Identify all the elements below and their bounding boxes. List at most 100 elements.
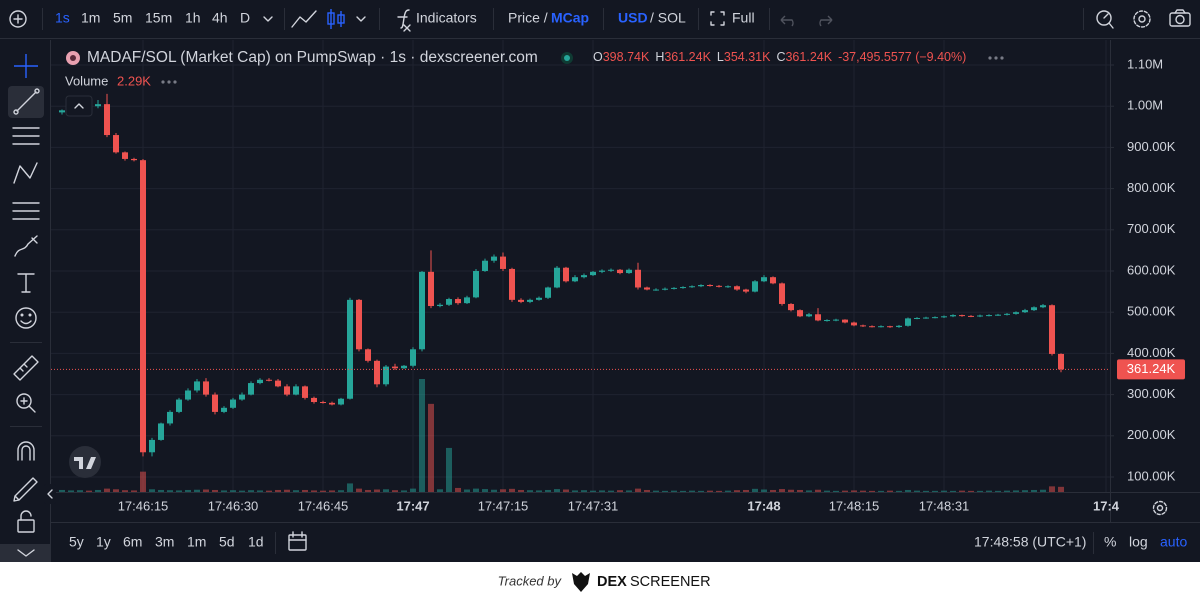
candle-body <box>563 267 569 282</box>
volume-bar <box>635 488 641 492</box>
brush-tool[interactable] <box>14 235 38 257</box>
range-button[interactable]: 6m <box>123 534 142 550</box>
fullscreen-icon[interactable] <box>710 11 725 26</box>
magnet-tool[interactable] <box>17 441 35 461</box>
interval-button[interactable]: 1h <box>185 10 201 26</box>
volume-bar <box>869 490 875 492</box>
line-style-button[interactable] <box>291 10 317 28</box>
candle-body <box>104 104 110 136</box>
interval-button[interactable]: 4h <box>212 10 228 26</box>
interval-button[interactable]: 1s <box>55 10 70 26</box>
range-button[interactable]: 1d <box>248 534 264 550</box>
volume-bar <box>230 490 236 492</box>
candle-body <box>365 349 371 361</box>
price-button[interactable]: Price / <box>508 10 548 26</box>
collapse-arrow[interactable] <box>17 549 35 557</box>
interval-menu[interactable] <box>263 16 273 22</box>
candle-body <box>392 366 398 369</box>
candle-body <box>653 289 659 291</box>
volume-bar <box>581 490 587 492</box>
volume-bar <box>1022 490 1028 492</box>
zoom-tool[interactable] <box>16 393 36 413</box>
candle-style-button[interactable] <box>327 9 345 29</box>
fullscreen-button[interactable]: Full <box>732 10 755 26</box>
candle-body <box>788 303 794 311</box>
chart-type-menu[interactable] <box>356 16 366 22</box>
candle-body <box>851 322 857 326</box>
volume-bar <box>752 488 758 492</box>
log-toggle[interactable]: log <box>1129 534 1148 550</box>
change-value: -37,495.5577 (−9.40%) <box>838 50 966 64</box>
candle-body <box>680 287 686 289</box>
measure-tool[interactable] <box>13 355 39 381</box>
interval-button[interactable]: 1m <box>81 10 100 26</box>
left-panel-arrow[interactable] <box>47 489 53 499</box>
volume-bar <box>959 490 965 492</box>
percent-toggle[interactable]: % <box>1104 534 1116 550</box>
volume-bar <box>1013 490 1019 492</box>
snapshot-button[interactable] <box>1169 9 1191 27</box>
collapse-legend-button[interactable] <box>65 95 93 117</box>
volume-bar <box>113 489 119 492</box>
volume-bar <box>491 489 497 492</box>
candle-body <box>347 299 353 399</box>
range-button[interactable]: 1y <box>96 534 111 550</box>
range-button[interactable]: 3m <box>155 534 174 550</box>
volume-bar <box>968 490 974 492</box>
brand-dex: DEX <box>597 574 627 590</box>
fib-tool[interactable] <box>12 127 40 145</box>
mcap-button[interactable]: MCap <box>551 10 589 26</box>
range-button[interactable]: 1m <box>187 534 206 550</box>
undo-button[interactable] <box>780 15 794 27</box>
candle-body <box>95 104 101 107</box>
volume-bar <box>1040 489 1046 492</box>
collapse-legend-arrow[interactable] <box>74 103 84 109</box>
volume-bar <box>860 490 866 492</box>
interval-button[interactable]: 15m <box>145 10 172 26</box>
icon-tool[interactable] <box>15 307 37 329</box>
volume-bar <box>455 487 461 492</box>
last-price-box <box>1117 359 1185 380</box>
candle-body <box>878 326 884 328</box>
indicators-icon[interactable] <box>397 9 411 32</box>
volume-bar <box>518 489 524 492</box>
volume-bar <box>653 490 659 492</box>
redo-button[interactable] <box>819 15 833 27</box>
candle-body <box>320 402 326 404</box>
text-tool[interactable] <box>17 273 35 293</box>
volume-menu[interactable] <box>161 80 177 84</box>
volume-bar <box>338 490 344 492</box>
toolbar-collapse[interactable] <box>0 544 50 562</box>
prediction-tool[interactable] <box>12 202 40 220</box>
crosshair-tool[interactable] <box>14 54 38 78</box>
volume-bar <box>833 490 839 492</box>
ohlc-key: C <box>776 50 785 64</box>
left-panel-toggle[interactable] <box>44 484 56 504</box>
interval-button[interactable]: 5m <box>113 10 132 26</box>
legend-menu[interactable] <box>988 56 1004 60</box>
volume-bar <box>779 489 785 492</box>
settings-button[interactable] <box>1133 10 1151 28</box>
axis-settings-button[interactable] <box>1152 500 1168 516</box>
candle-body <box>725 286 731 288</box>
range-button[interactable]: 5d <box>219 534 235 550</box>
goto-date-button[interactable] <box>288 531 307 551</box>
lock-tool[interactable] <box>17 510 35 533</box>
trendline-tool[interactable] <box>13 88 40 115</box>
candle-body <box>644 287 650 290</box>
top-toolbar: 1s 1m 5m 15m 1h 4h D Indicators Price / … <box>0 8 1200 39</box>
candle-body <box>383 366 389 385</box>
candle-body <box>122 152 128 159</box>
interval-button[interactable]: D <box>240 10 250 26</box>
indicators-button[interactable]: Indicators <box>416 10 477 26</box>
sol-button[interactable]: / SOL <box>650 10 686 26</box>
pattern-tool[interactable] <box>13 162 38 184</box>
auto-toggle[interactable]: auto <box>1160 534 1187 550</box>
usd-button[interactable]: USD <box>618 10 648 26</box>
volume-bar <box>590 490 596 492</box>
add-symbol-button[interactable] <box>9 10 27 28</box>
volume-bar <box>1049 486 1055 492</box>
range-button[interactable]: 5y <box>69 534 84 550</box>
replay-button[interactable] <box>1096 10 1114 29</box>
drawing-mode-tool[interactable] <box>13 477 38 502</box>
